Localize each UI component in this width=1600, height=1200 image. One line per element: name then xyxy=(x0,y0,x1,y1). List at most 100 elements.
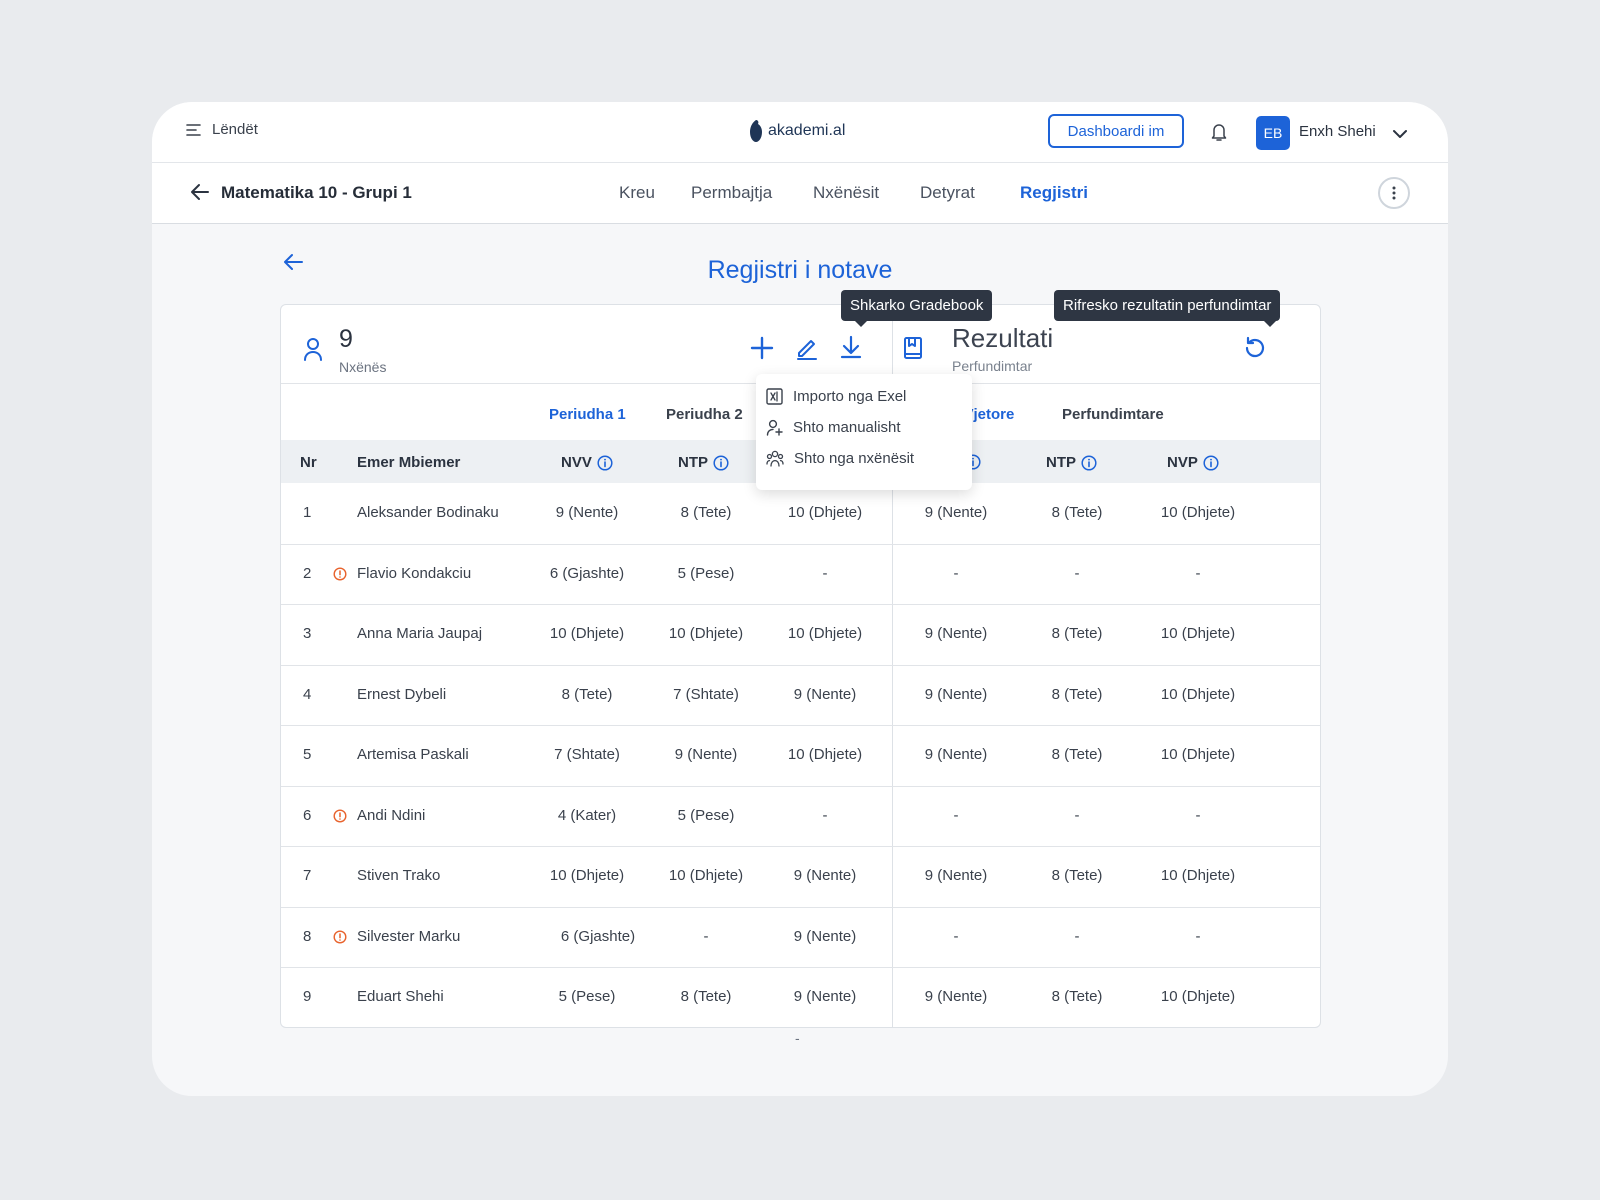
table-row[interactable]: 2 Flavio Kondakciu 6 (Gjashte) 5 (Pese) - - - - xyxy=(281,543,1320,605)
grade-cell[interactable]: 5 (Pese) xyxy=(558,988,616,1005)
student-name[interactable]: Flavio Kondakciu xyxy=(357,564,472,582)
grade-cell[interactable]: 7 (Shtate) xyxy=(673,685,739,703)
warning-icon[interactable] xyxy=(333,808,347,823)
final-period-header[interactable]: Perfundimtare xyxy=(1062,406,1164,423)
refresh-final-result-button[interactable] xyxy=(1243,336,1267,365)
grade-cell[interactable]: - xyxy=(1074,806,1080,824)
tab-detyrat[interactable]: Detyrat xyxy=(920,183,975,202)
tab-permbajtja[interactable]: Permbajtja xyxy=(691,183,773,202)
grade-cell[interactable]: 8 (Tete) xyxy=(680,988,732,1005)
grade-cell[interactable]: 6 (Gjashte) xyxy=(549,564,625,582)
student-name[interactable]: Ernest Dybeli xyxy=(357,685,447,703)
grade-cell[interactable]: 9 (Nente) xyxy=(924,746,988,763)
grade-cell[interactable]: 8 (Tete) xyxy=(1051,746,1103,763)
grade-cell[interactable]: 9 (Nente) xyxy=(924,685,988,703)
grade-cell[interactable]: 10 (Dhjete) xyxy=(549,867,625,884)
student-name[interactable]: Eduart Shehi xyxy=(357,988,444,1005)
info-icon[interactable] xyxy=(1203,454,1219,471)
user-menu-toggle[interactable] xyxy=(1392,126,1408,144)
period-1-header[interactable]: Periudha 1 xyxy=(549,406,626,423)
grade-cell[interactable]: 10 (Dhjete) xyxy=(668,625,744,642)
grade-cell[interactable]: - xyxy=(953,927,959,945)
student-name[interactable]: Andi Ndini xyxy=(357,806,426,824)
grade-cell[interactable]: 10 (Dhjete) xyxy=(787,504,863,521)
grade-cell[interactable]: 10 (Dhjete) xyxy=(668,867,744,884)
tab-nxenesit[interactable]: Nxënësit xyxy=(813,183,880,202)
grade-cell[interactable]: - xyxy=(953,564,959,582)
grade-cell[interactable]: 9 (Nente) xyxy=(793,988,857,1005)
info-icon[interactable] xyxy=(597,454,613,471)
info-icon[interactable] xyxy=(1081,454,1097,471)
grade-cell[interactable]: - xyxy=(1195,806,1201,824)
grade-cell[interactable]: 10 (Dhjete) xyxy=(1160,625,1236,642)
menu-item-add-manually[interactable]: Shto manualisht xyxy=(766,419,901,436)
grade-cell[interactable]: - xyxy=(1195,564,1201,582)
table-row[interactable]: 1 Aleksander Bodinaku 9 (Nente) 8 (Tete) 10 … xyxy=(281,483,1320,544)
grade-cell[interactable]: 9 (Nente) xyxy=(924,988,988,1005)
table-row[interactable]: 7 Stiven Trako 10 (Dhjete) 10 (Dhjete) 9 (Ne… xyxy=(281,846,1320,907)
grade-cell[interactable]: 9 (Nente) xyxy=(555,504,619,521)
student-name[interactable]: Artemisa Paskali xyxy=(357,746,469,763)
add-student-button[interactable] xyxy=(750,336,774,365)
grade-cell[interactable]: 9 (Nente) xyxy=(924,625,988,642)
grade-cell[interactable]: 10 (Dhjete) xyxy=(1160,685,1236,703)
grade-cell[interactable]: 8 (Tete) xyxy=(680,504,732,521)
grade-cell[interactable]: 4 (Kater) xyxy=(557,806,617,824)
grade-cell[interactable]: 10 (Dhjete) xyxy=(1160,746,1236,763)
menu-item-add-from-students[interactable]: Shto nga nxënësit xyxy=(766,450,914,467)
grade-cell[interactable]: 8 (Tete) xyxy=(1051,867,1103,884)
grade-cell[interactable]: 8 (Tete) xyxy=(1051,685,1103,703)
notifications-button[interactable] xyxy=(1210,122,1228,147)
table-row[interactable]: 4 Ernest Dybeli 8 (Tete) 7 (Shtate) 9 (Nente… xyxy=(281,664,1320,726)
grade-cell[interactable]: - xyxy=(703,927,709,945)
download-gradebook-button[interactable] xyxy=(840,335,862,364)
grade-cell[interactable]: - xyxy=(1195,927,1201,945)
period-2-header[interactable]: Periudha 2 xyxy=(666,406,743,423)
grade-cell[interactable]: 10 (Dhjete) xyxy=(1160,504,1236,521)
warning-icon[interactable] xyxy=(333,566,347,581)
grade-cell[interactable]: 9 (Nente) xyxy=(924,504,988,521)
grade-cell[interactable]: 10 (Dhjete) xyxy=(1160,988,1236,1005)
grade-cell[interactable]: 8 (Tete) xyxy=(1051,504,1103,521)
grade-cell[interactable]: - xyxy=(1074,927,1080,945)
grade-cell[interactable]: - xyxy=(953,806,959,824)
warning-icon[interactable] xyxy=(333,929,347,944)
user-name[interactable]: Enxh Shehi xyxy=(1299,123,1376,140)
grade-cell[interactable]: 5 (Pese) xyxy=(677,564,735,582)
info-icon[interactable] xyxy=(713,454,729,471)
grade-cell[interactable]: 10 (Dhjete) xyxy=(549,625,625,642)
student-name[interactable]: Silvester Marku xyxy=(357,927,461,945)
table-row[interactable]: 3 Anna Maria Jaupaj 10 (Dhjete) 10 (Dhjete)… xyxy=(281,604,1320,665)
grade-cell[interactable]: 8 (Tete) xyxy=(1051,625,1103,642)
grade-cell[interactable]: 9 (Nente) xyxy=(674,746,738,763)
menu-item-import-excel[interactable]: Importo nga Exel xyxy=(766,388,906,405)
grade-cell[interactable]: 8 (Tete) xyxy=(561,685,613,703)
student-name[interactable]: Anna Maria Jaupaj xyxy=(357,625,483,642)
edit-button[interactable] xyxy=(796,336,818,365)
grade-cell[interactable]: 8 (Tete) xyxy=(1051,988,1103,1005)
grade-cell[interactable]: 9 (Nente) xyxy=(793,867,857,884)
grade-cell[interactable]: 9 (Nente) xyxy=(793,927,857,945)
grade-cell[interactable]: - xyxy=(822,806,828,824)
subjects-menu-button[interactable]: Lëndët xyxy=(186,121,258,138)
table-row[interactable]: 8 Silvester Marku 6 (Gjashte) - 9 (Nente) - - - xyxy=(281,906,1320,968)
tab-kreu[interactable]: Kreu xyxy=(619,183,655,202)
grade-cell[interactable]: 5 (Pese) xyxy=(677,806,735,824)
logo[interactable]: akademi.al xyxy=(748,118,845,144)
table-row[interactable]: 9 Eduart Shehi 5 (Pese) 8 (Tete) 9 (Nente) 9 … xyxy=(281,967,1320,1027)
grade-cell[interactable]: 9 (Nente) xyxy=(924,867,988,884)
tab-regjistri[interactable]: Regjistri xyxy=(1020,183,1089,202)
grade-cell[interactable]: 10 (Dhjete) xyxy=(787,746,863,763)
grade-cell[interactable]: 10 (Dhjete) xyxy=(787,625,863,642)
grade-cell[interactable]: 9 (Nente) xyxy=(793,685,857,703)
avatar[interactable]: EB xyxy=(1256,116,1290,150)
back-button[interactable] xyxy=(190,183,210,206)
student-name[interactable]: Stiven Trako xyxy=(357,867,441,884)
more-options-button[interactable] xyxy=(1378,177,1410,209)
grade-cell[interactable]: - xyxy=(822,564,828,582)
student-name[interactable]: Aleksander Bodinaku xyxy=(357,504,499,521)
grade-cell[interactable]: 7 (Shtate) xyxy=(554,746,620,763)
page-back-button[interactable] xyxy=(282,252,304,277)
table-row[interactable]: 5 Artemisa Paskali 7 (Shtate) 9 (Nente) 10 (… xyxy=(281,725,1320,786)
table-row[interactable]: 6 Andi Ndini 4 (Kater) 5 (Pese) - - - - xyxy=(281,785,1320,847)
